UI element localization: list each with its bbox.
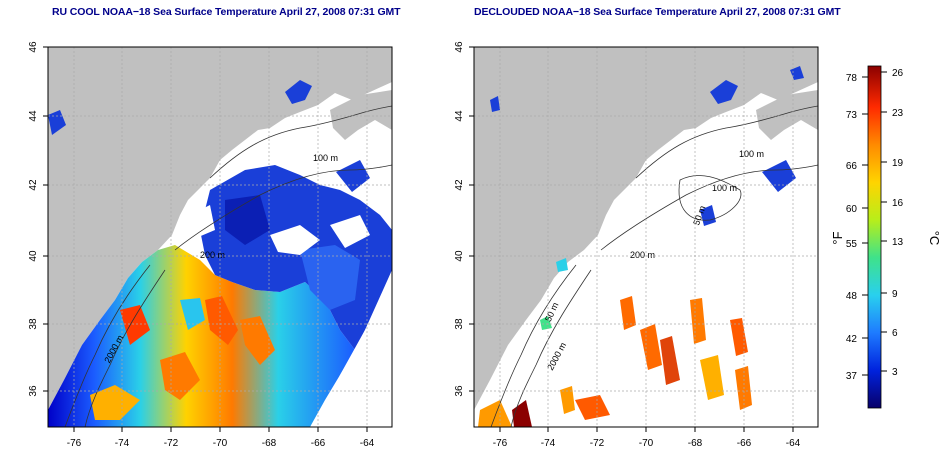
colorbar-c-tick: 16 — [892, 198, 904, 209]
right-y-tick: 44 — [454, 110, 465, 122]
left-y-tick: 46 — [28, 41, 39, 53]
right-y-tick: 42 — [454, 179, 465, 191]
colorbar-gradient — [867, 65, 882, 409]
right-contour-label-50m: 50 m — [543, 301, 561, 323]
right-land — [474, 47, 818, 410]
left-y-tick: 44 — [28, 110, 39, 122]
left-map-title: RU COOL NOAA−18 Sea Surface Temperature … — [52, 6, 401, 18]
left-contour-label-200m: 200 m — [200, 250, 225, 260]
right-y-tick: 36 — [454, 385, 465, 397]
left-x-tick: -72 — [164, 438, 179, 449]
left-x-tick: -66 — [311, 438, 326, 449]
right-x-tick: -64 — [786, 438, 801, 449]
left-grid — [48, 47, 392, 427]
left-land — [48, 47, 392, 410]
left-y-axis: 36 38 40 42 44 46 — [28, 41, 48, 397]
right-map — [474, 47, 818, 427]
colorbar-f-tick: 66 — [846, 161, 858, 172]
colorbar-f-tick: 48 — [846, 291, 858, 302]
right-contour-label-2000m: 2000 m — [545, 341, 568, 372]
right-x-tick: -68 — [688, 438, 703, 449]
colorbar-f-tick: 55 — [846, 239, 858, 250]
left-y-tick: 38 — [28, 318, 39, 330]
right-contour-label-200m: 200 m — [630, 250, 655, 260]
colorbar-f-tick: 37 — [846, 371, 858, 382]
left-x-tick: -68 — [262, 438, 277, 449]
left-x-tick: -70 — [213, 438, 228, 449]
left-sst-warm — [48, 245, 355, 427]
left-x-axis: -76 -74 -72 -70 -68 -66 -64 — [67, 427, 375, 449]
colorbar-fahrenheit-label: °F — [830, 231, 845, 244]
right-x-tick: -66 — [737, 438, 752, 449]
left-x-tick: -64 — [360, 438, 375, 449]
left-x-tick: -76 — [67, 438, 82, 449]
colorbar-c-tick: 23 — [892, 108, 904, 119]
colorbar-celsius-label: °C — [927, 231, 942, 246]
colorbar-c-tick: 26 — [892, 68, 904, 79]
right-y-tick: 38 — [454, 318, 465, 330]
right-contour-label-100m: 100 m — [739, 149, 764, 159]
colorbar-f-tick: 78 — [846, 73, 858, 84]
right-grid — [474, 47, 818, 427]
right-x-axis: -76 -74 -72 -70 -68 -66 -64 — [493, 427, 801, 449]
colorbar-f-tick: 60 — [846, 204, 858, 215]
right-y-tick: 40 — [454, 250, 465, 262]
colorbar-c-tick: 13 — [892, 237, 904, 248]
colorbar-c-tick: 9 — [892, 289, 898, 300]
right-x-tick: -76 — [493, 438, 508, 449]
left-x-tick: -74 — [115, 438, 130, 449]
right-x-tick: -72 — [590, 438, 605, 449]
right-x-tick: -70 — [639, 438, 654, 449]
right-y-tick: 46 — [454, 41, 465, 53]
colorbar: 78 73 66 60 55 48 42 37 26 23 19 16 13 9… — [830, 65, 942, 409]
right-map-title: DECLOUDED NOAA−18 Sea Surface Temperatur… — [474, 6, 841, 18]
left-contour-label-100m: 100 m — [313, 153, 338, 163]
left-y-tick: 36 — [28, 385, 39, 397]
colorbar-c-tick: 19 — [892, 158, 904, 169]
colorbar-c-tick: 6 — [892, 328, 898, 339]
right-x-tick: -74 — [541, 438, 556, 449]
left-y-tick: 42 — [28, 179, 39, 191]
colorbar-c-tick: 3 — [892, 367, 898, 378]
left-y-tick: 40 — [28, 250, 39, 262]
left-map — [48, 47, 392, 427]
right-contour-label-100m: 100 m — [712, 183, 737, 193]
right-y-axis: 36 38 40 42 44 46 — [454, 41, 474, 397]
colorbar-f-tick: 42 — [846, 334, 858, 345]
colorbar-f-tick: 73 — [846, 110, 858, 121]
